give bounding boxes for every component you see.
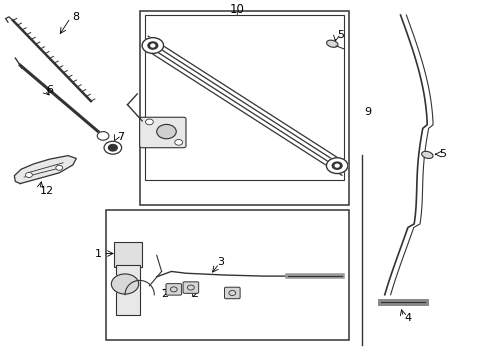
Text: 3: 3 — [217, 257, 224, 267]
FancyBboxPatch shape — [224, 287, 240, 299]
FancyBboxPatch shape — [140, 117, 185, 148]
Circle shape — [97, 132, 109, 140]
Ellipse shape — [421, 151, 432, 158]
Circle shape — [334, 164, 338, 167]
Circle shape — [25, 172, 32, 177]
Circle shape — [56, 165, 62, 170]
Text: 5: 5 — [336, 30, 344, 40]
Ellipse shape — [326, 40, 337, 47]
Text: 7: 7 — [117, 132, 123, 142]
Text: 8: 8 — [72, 12, 80, 22]
Circle shape — [326, 158, 347, 174]
Text: 1: 1 — [95, 248, 102, 258]
Text: 2: 2 — [229, 291, 237, 301]
Text: 2: 2 — [190, 289, 198, 299]
Bar — [140, 12, 348, 205]
FancyBboxPatch shape — [183, 282, 198, 293]
Text: 2: 2 — [161, 289, 168, 299]
Circle shape — [108, 144, 117, 151]
Circle shape — [104, 141, 122, 154]
Text: 9: 9 — [363, 107, 370, 117]
Text: 11: 11 — [153, 127, 166, 136]
FancyBboxPatch shape — [116, 265, 140, 315]
Circle shape — [142, 38, 163, 53]
FancyBboxPatch shape — [114, 242, 142, 267]
Polygon shape — [14, 156, 76, 184]
Bar — [144, 15, 344, 180]
Circle shape — [331, 162, 341, 169]
Circle shape — [174, 139, 182, 145]
Circle shape — [151, 44, 155, 47]
Text: 5: 5 — [439, 149, 446, 159]
Text: 10: 10 — [229, 3, 244, 16]
FancyBboxPatch shape — [165, 284, 181, 295]
Bar — [105, 211, 348, 339]
Circle shape — [157, 125, 176, 139]
Circle shape — [148, 42, 158, 49]
Text: 4: 4 — [404, 313, 411, 323]
Text: 12: 12 — [40, 186, 54, 196]
Text: 6: 6 — [46, 85, 53, 95]
Circle shape — [145, 119, 153, 125]
Circle shape — [111, 274, 139, 294]
